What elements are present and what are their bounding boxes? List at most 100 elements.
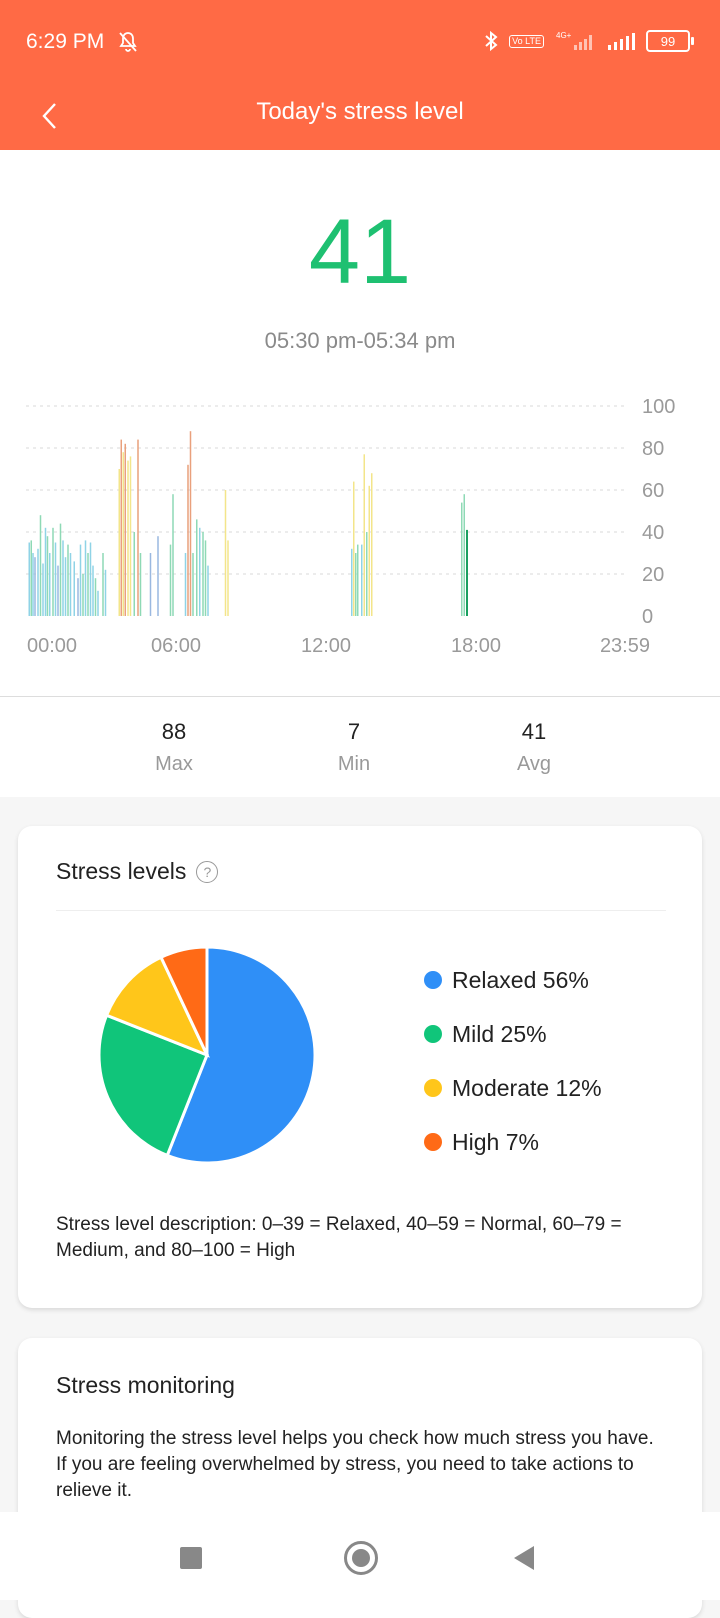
stress-bar-chart[interactable]: 100 80 60 40 20 0 00:00 06:00 12:00 18:00 23:59: [0, 386, 720, 686]
stat-min-label: Min: [337, 753, 371, 775]
chart-bar: [133, 532, 135, 616]
chart-bar: [192, 553, 194, 616]
legend-item-mild: Mild 25%: [424, 1020, 602, 1048]
status-icons: Vo LTE 4G+ 99: [483, 30, 694, 52]
x-tick-label: 12:00: [301, 635, 351, 657]
chart-bar: [224, 490, 227, 616]
stat-min: 7 Min: [284, 719, 424, 776]
app-bar: Today's stress level: [0, 88, 720, 150]
legend-item-high: High 7%: [424, 1128, 602, 1156]
chart-bar: [42, 563, 44, 616]
bluetooth-icon: [485, 30, 498, 52]
chart-bar: [172, 494, 174, 616]
stress-levels-card: Stress levels ? Relaxed 56% Mild 25% Mod…: [18, 826, 702, 1308]
stat-avg-label: Avg: [516, 753, 552, 775]
legend-dot-mild: [424, 1025, 442, 1043]
chart-bar: [34, 557, 36, 616]
stat-max: 88 Max: [104, 719, 244, 776]
chart-bar: [368, 485, 370, 616]
chart-bar: [139, 553, 142, 616]
chart-bar: [49, 553, 51, 616]
volte-icon: Vo LTE: [509, 34, 544, 48]
chart-bar: [104, 569, 107, 616]
chevron-left-icon: [42, 103, 56, 129]
y-tick-label: 40: [642, 522, 664, 544]
current-time-range: 05:30 pm-05:34 pm: [264, 328, 456, 353]
system-back-button[interactable]: [514, 1546, 534, 1570]
pie-legend: Relaxed 56% Mild 25% Moderate 12% High 7…: [424, 966, 602, 1182]
stress-monitoring-title: Stress monitoring: [56, 1372, 235, 1398]
recents-button[interactable]: [180, 1547, 202, 1569]
divider: [56, 910, 666, 911]
x-tick-label: 06:00: [151, 635, 201, 657]
chart-bar: [149, 553, 152, 616]
back-button[interactable]: [28, 94, 72, 138]
chart-bar: [118, 469, 120, 616]
chart-bar: [466, 529, 468, 616]
chart-bar: [371, 473, 373, 616]
chart-bar: [351, 548, 353, 616]
legend-label-mild: Mild 25%: [452, 1020, 547, 1047]
chart-bar: [39, 515, 42, 616]
chart-bar: [461, 502, 463, 616]
status-bar: 6:29 PM Vo LTE 4G+ 99: [0, 0, 720, 88]
stat-min-value: 7: [347, 719, 361, 744]
y-tick-label: 0: [642, 606, 653, 628]
chart-bar: [102, 553, 104, 616]
chart-bar: [62, 540, 64, 616]
chart-bar: [77, 578, 79, 616]
chart-bar: [37, 548, 39, 616]
chart-bar: [73, 561, 75, 616]
chart-bar: [79, 544, 82, 616]
stress-level-description: Stress level description: 0–39 = Relaxed…: [56, 1214, 622, 1261]
y-tick-label: 20: [642, 564, 664, 586]
chart-bar: [87, 553, 89, 616]
chart-bar: [463, 494, 465, 616]
x-tick-label: 00:00: [27, 635, 77, 657]
stat-avg-value: 41: [521, 719, 547, 744]
chart-bar: [82, 574, 84, 616]
chart-bar: [57, 565, 59, 616]
signal-icon-1: 4G+: [556, 31, 592, 50]
chart-bar: [187, 464, 189, 616]
chart-bar: [97, 590, 99, 616]
legend-label-high: High 7%: [452, 1128, 539, 1155]
chart-bar: [355, 553, 357, 616]
chart-bar: [67, 544, 69, 616]
chart-bar: [184, 553, 187, 616]
chart-bar: [127, 460, 129, 616]
question-circle-icon[interactable]: ?: [196, 860, 219, 883]
chart-bar: [227, 540, 229, 616]
x-tick-label: 23:59: [600, 635, 650, 657]
page-title: Today's stress level: [256, 98, 464, 125]
x-tick-label: 18:00: [451, 635, 501, 657]
legend-dot-moderate: [424, 1079, 442, 1097]
battery-icon: 99: [646, 30, 694, 52]
chart-bar: [32, 553, 34, 616]
chart-bar: [361, 544, 363, 616]
stat-avg: 41 Avg: [464, 719, 604, 776]
chart-bar: [199, 527, 201, 616]
chart-bar: [169, 544, 172, 616]
chart-bar: [204, 540, 207, 616]
chart-bar: [124, 443, 126, 616]
chart-bar: [54, 542, 57, 616]
chart-bar: [357, 544, 359, 616]
pie-slice-high: [159, 945, 209, 1056]
home-button[interactable]: [344, 1541, 378, 1575]
chart-bar: [363, 454, 365, 616]
chart-bar: [44, 527, 47, 616]
signal-icon-2: [608, 33, 635, 50]
pie-slice-moderate: [104, 955, 210, 1058]
y-tick-label: 100: [642, 396, 675, 418]
stress-monitoring-text: Monitoring the stress level helps you ch…: [56, 1428, 654, 1501]
summary-panel: 41 05:30 pm-05:34 pm 100 80 60 40 20 0 00:00 06…: [0, 150, 720, 696]
chart-bar: [28, 542, 30, 616]
chart-bar: [137, 439, 139, 616]
chart-bar: [196, 519, 198, 616]
stress-pie-chart: [97, 945, 317, 1165]
chart-bar: [69, 553, 72, 616]
stat-max-label: Max: [155, 753, 193, 775]
system-nav-bar: [0, 1512, 720, 1600]
legend-item-moderate: Moderate 12%: [424, 1074, 602, 1102]
